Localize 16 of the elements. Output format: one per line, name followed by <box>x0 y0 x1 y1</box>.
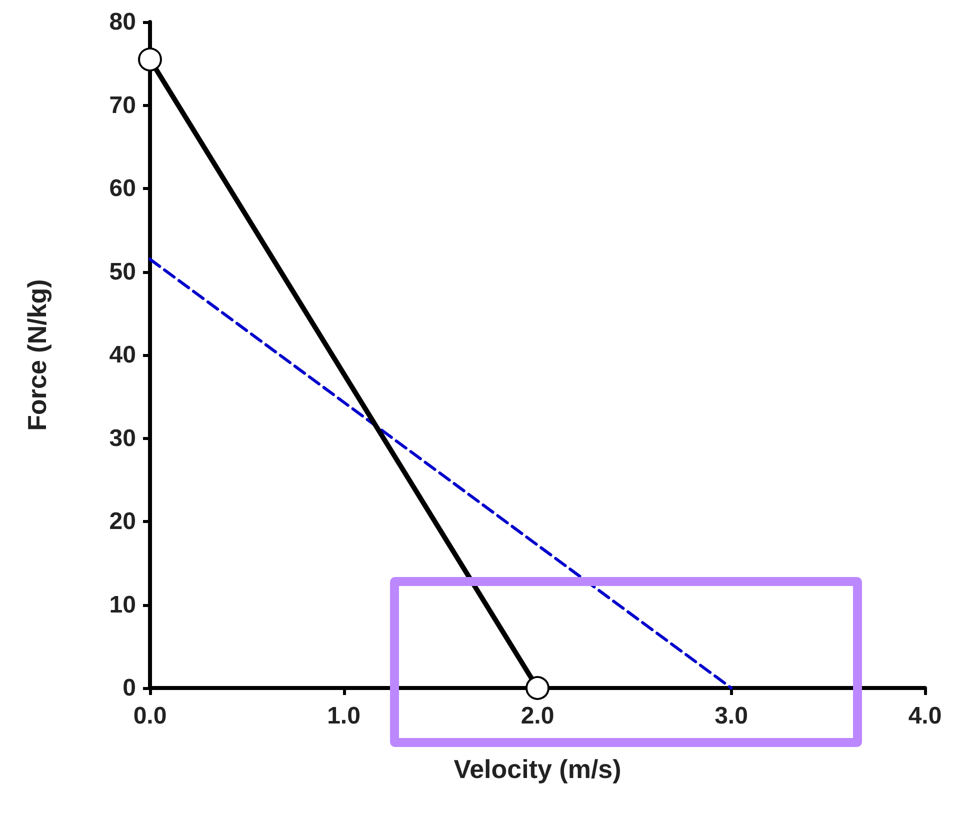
x-tick-label: 4.0 <box>908 702 942 730</box>
x-tick-label: 3.0 <box>714 702 748 730</box>
y-tick-label: 10 <box>109 591 136 618</box>
x-tick-label: 1.0 <box>327 702 360 730</box>
x-tick-label: 2.0 <box>520 702 554 730</box>
y-tick-label: 70 <box>109 92 136 119</box>
y-tick-label: 20 <box>109 508 136 535</box>
y-tick-label: 50 <box>109 258 136 286</box>
y-tick-label: 60 <box>109 175 136 202</box>
x-tick-label: 0.0 <box>133 702 167 730</box>
x-axis-title: Velocity (m/s) <box>454 754 622 784</box>
y-axis-title: Force (N/kg) <box>22 279 52 431</box>
y-tick-label: 40 <box>109 342 136 368</box>
y-tick-label: 30 <box>109 424 136 452</box>
y-tick-label: 80 <box>109 8 136 36</box>
y-tick-label: 0 <box>122 674 136 702</box>
